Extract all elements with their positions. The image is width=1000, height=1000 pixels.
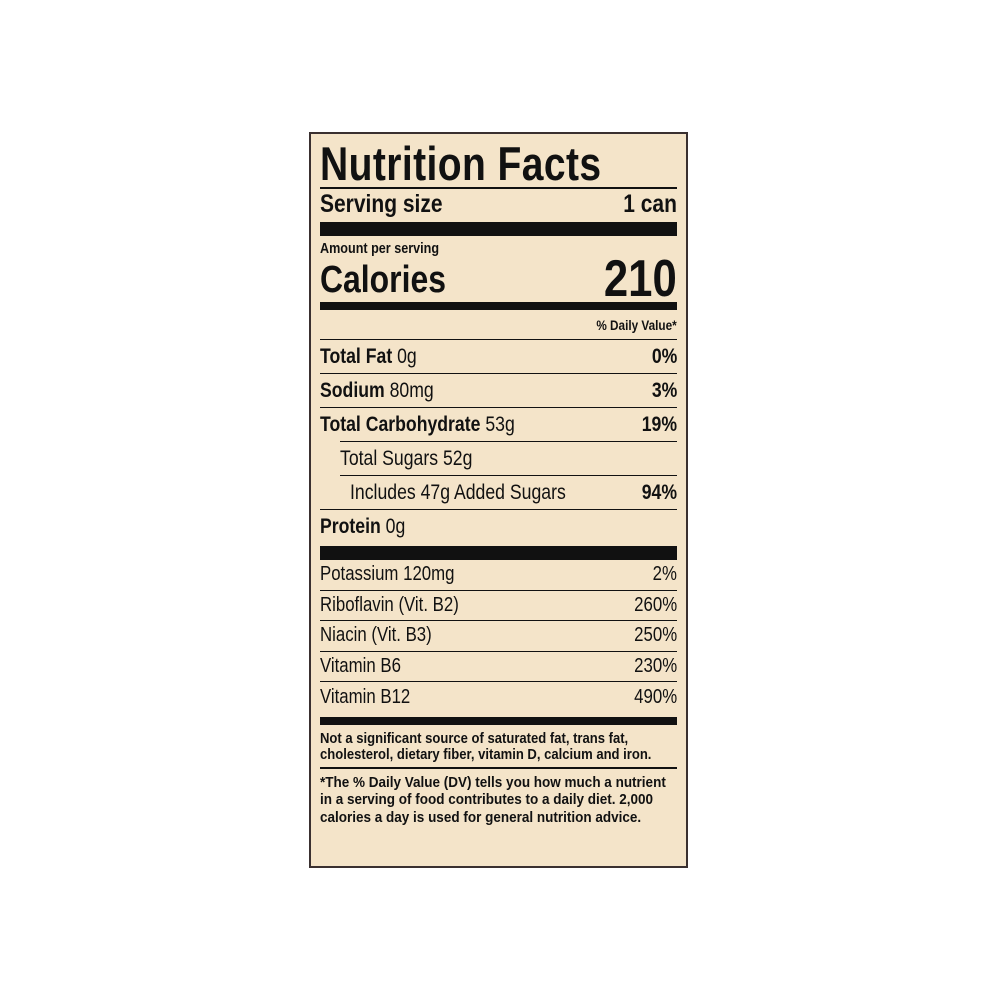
calories-label: Calories — [320, 259, 446, 301]
serving-size-value: 1 can — [623, 190, 677, 218]
vitamin-row-b6: Vitamin B6 230% — [320, 652, 677, 682]
nutrient-row-sodium: Sodium 80mg 3% — [320, 374, 677, 408]
daily-value-header: % Daily Value* — [320, 310, 677, 340]
divider-thick — [320, 222, 677, 236]
footnote-sources: Not a significant source of saturated fa… — [320, 725, 677, 769]
nutrition-facts-label: Nutrition Facts Serving size 1 can Amoun… — [309, 132, 688, 868]
nutrient-row-total-fat: Total Fat 0g 0% — [320, 340, 677, 374]
calories-value: 210 — [604, 250, 677, 308]
footnote-daily-value: *The % Daily Value (DV) tells you how mu… — [320, 773, 666, 826]
nutrient-row-total-sugars: Total Sugars 52g — [320, 442, 677, 476]
amount-per-serving: Amount per serving — [320, 240, 440, 257]
vitamin-row-niacin: Niacin (Vit. B3) 250% — [320, 621, 677, 652]
nutrient-row-total-carbohydrate: Total Carbohydrate 53g 19% — [320, 408, 677, 442]
nutrient-row-added-sugars: Includes 47g Added Sugars 94% — [320, 476, 677, 510]
vitamin-row-potassium: Potassium 120mg 2% — [320, 560, 677, 591]
serving-size-label: Serving size — [320, 190, 443, 218]
divider-medium — [320, 302, 677, 310]
vitamin-row-b12: Vitamin B12 490% — [320, 685, 677, 708]
divider-medium — [320, 716, 677, 725]
label-title: Nutrition Facts — [320, 140, 677, 189]
divider-thick — [320, 546, 677, 560]
serving-size-row: Serving size 1 can — [320, 189, 677, 220]
calories-row: Calories 210 — [320, 253, 677, 305]
nutrient-row-protein: Protein 0g — [320, 515, 406, 538]
vitamin-row-riboflavin: Riboflavin (Vit. B2) 260% — [320, 591, 677, 621]
